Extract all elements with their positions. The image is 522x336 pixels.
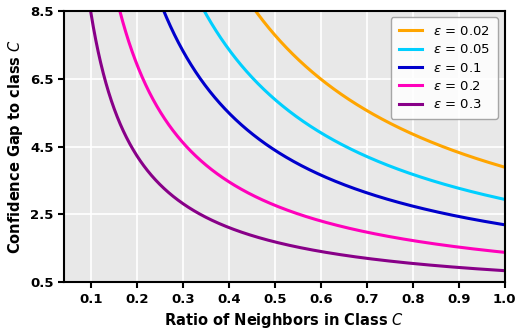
Legend: $\varepsilon$ = 0.02, $\varepsilon$ = 0.05, $\varepsilon$ = 0.1, $\varepsilon$ =: $\varepsilon$ = 0.02, $\varepsilon$ = 0.… [391, 17, 498, 119]
$\varepsilon$ = 0.3 [275, 241, 281, 245]
Y-axis label: Confidence Gap to class $\mathit{C}$: Confidence Gap to class $\mathit{C}$ [6, 39, 25, 254]
$\varepsilon$ = 0.2 [489, 249, 495, 253]
$\varepsilon$ = 0.1 [264, 143, 270, 147]
$\varepsilon$ = 0.05 [275, 100, 281, 104]
$\varepsilon$ = 0.2 [275, 205, 281, 209]
$\varepsilon$ = 0.05 [264, 90, 270, 94]
$\varepsilon$ = 0.02 [489, 161, 495, 165]
Line: $\varepsilon$ = 0.05: $\varepsilon$ = 0.05 [64, 0, 505, 199]
$\varepsilon$ = 0.1 [275, 151, 281, 155]
Line: $\varepsilon$ = 0.2: $\varepsilon$ = 0.2 [64, 0, 505, 252]
$\varepsilon$ = 0.3 [502, 269, 508, 273]
$\varepsilon$ = 0.3 [408, 261, 414, 265]
$\varepsilon$ = 0.02 [489, 161, 495, 165]
Line: $\varepsilon$ = 0.3: $\varepsilon$ = 0.3 [64, 0, 505, 271]
$\varepsilon$ = 0.02 [408, 131, 414, 135]
Line: $\varepsilon$ = 0.02: $\varepsilon$ = 0.02 [64, 0, 505, 167]
$\varepsilon$ = 0.2 [489, 249, 495, 253]
Line: $\varepsilon$ = 0.1: $\varepsilon$ = 0.1 [64, 0, 505, 225]
$\varepsilon$ = 0.2 [408, 238, 414, 242]
$\varepsilon$ = 0.05 [408, 172, 414, 176]
$\varepsilon$ = 0.3 [489, 268, 495, 272]
$\varepsilon$ = 0.05 [489, 195, 495, 199]
$\varepsilon$ = 0.02 [264, 23, 270, 27]
$\varepsilon$ = 0.05 [502, 197, 508, 201]
X-axis label: Ratio of Neighbors in Class $\mathit{C}$: Ratio of Neighbors in Class $\mathit{C}$ [164, 311, 405, 330]
$\varepsilon$ = 0.3 [264, 238, 270, 242]
$\varepsilon$ = 0.05 [489, 195, 495, 199]
$\varepsilon$ = 0.1 [408, 204, 414, 208]
$\varepsilon$ = 0.02 [502, 165, 508, 169]
$\varepsilon$ = 0.3 [489, 268, 495, 272]
$\varepsilon$ = 0.1 [489, 221, 495, 225]
$\varepsilon$ = 0.2 [264, 200, 270, 204]
$\varepsilon$ = 0.2 [502, 250, 508, 254]
$\varepsilon$ = 0.02 [275, 37, 281, 41]
$\varepsilon$ = 0.1 [502, 223, 508, 227]
$\varepsilon$ = 0.1 [489, 221, 495, 225]
